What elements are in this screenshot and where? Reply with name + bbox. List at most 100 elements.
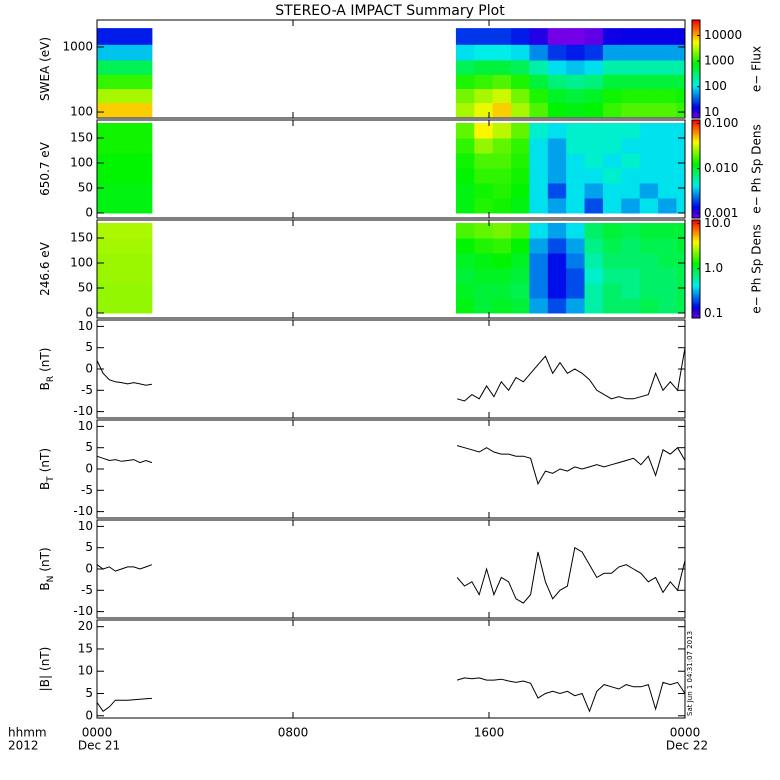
- colorbar-segment: [692, 98, 700, 101]
- heatmap-cell: [621, 298, 641, 314]
- colorbar-segment: [692, 128, 700, 131]
- heatmap-cell: [511, 88, 530, 104]
- x-tick-label: 0000: [82, 726, 113, 740]
- colorbar-segment: [692, 124, 700, 128]
- colorbar-segment: [692, 182, 700, 185]
- colorbar-segment: [692, 69, 700, 72]
- colorbar-segment: [692, 257, 700, 260]
- colorbar-segment: [692, 188, 700, 191]
- y-tick-label: 0: [85, 362, 93, 376]
- colorbar-segment: [692, 226, 700, 229]
- heatmap-cell: [97, 238, 153, 254]
- colorbar-segment: [692, 75, 700, 78]
- heatmap-cell: [566, 168, 586, 184]
- heatmap-cell: [584, 223, 604, 239]
- heatmap-cell: [455, 238, 475, 254]
- heatmap-cell: [455, 74, 475, 90]
- heatmap-cell: [584, 102, 604, 118]
- heatmap-cell: [621, 183, 641, 199]
- y-axis-label: 650.7 eV: [38, 141, 52, 196]
- colorbar-segment: [692, 108, 700, 111]
- colorbar-segment: [692, 31, 700, 34]
- colorbar-segment: [692, 293, 700, 296]
- colorbar-segment: [692, 137, 700, 141]
- colorbar-segment: [692, 313, 700, 316]
- colorbar-segment: [692, 133, 700, 136]
- x-tick-label: 0000: [670, 726, 701, 740]
- heatmap-cell: [676, 168, 686, 184]
- heatmap-cell: [658, 153, 677, 169]
- colorbar-segment: [692, 290, 700, 293]
- x-axis-label: hhmm: [8, 726, 47, 740]
- colorbar-segment: [692, 39, 700, 42]
- colorbar-segment: [692, 34, 700, 37]
- date-label: Dec 22: [666, 739, 708, 753]
- colorbar-segment: [692, 277, 700, 280]
- x-tick-label: 1600: [474, 726, 505, 740]
- colorbar-segment: [692, 203, 700, 206]
- colorbar-segment: [692, 200, 700, 203]
- colorbar-segment: [692, 267, 700, 270]
- heatmap-cell: [511, 183, 530, 199]
- y-axis-label-sub: T: [46, 476, 56, 483]
- heatmap-cell: [621, 60, 641, 75]
- colorbar-segment: [692, 237, 700, 241]
- colorbar-segment: [692, 91, 700, 94]
- y-tick-label: 10: [78, 419, 93, 433]
- heatmap-cell: [529, 198, 549, 214]
- colorbar-segment: [692, 252, 700, 255]
- colorbar-tick-label: 10000: [704, 28, 742, 42]
- heatmap-cell: [602, 238, 622, 254]
- colorbar-segment: [692, 204, 700, 208]
- colorbar-segment: [692, 55, 700, 59]
- colorbar-segment: [692, 223, 700, 226]
- heatmap-cell: [676, 298, 686, 314]
- heatmap-cell: [676, 268, 686, 284]
- heatmap-cell: [455, 60, 475, 75]
- heatmap-cell: [492, 223, 512, 239]
- heatmap-cell: [97, 268, 153, 284]
- data-line: [96, 347, 686, 402]
- heatmap-cell: [566, 44, 586, 61]
- colorbar-segment: [692, 73, 700, 77]
- colorbar-segment: [692, 285, 700, 288]
- colorbar-segment: [692, 173, 700, 177]
- colorbar-segment: [692, 201, 700, 204]
- heatmap-cell: [97, 223, 153, 239]
- heatmap-cell: [97, 123, 153, 139]
- y-tick-label: 5: [85, 686, 93, 700]
- colorbar-segment: [692, 21, 700, 24]
- heatmap-cell: [584, 283, 604, 299]
- colorbar-segment: [692, 304, 700, 308]
- y-tick-label: 150: [70, 231, 93, 245]
- colorbar-segment: [692, 229, 700, 232]
- y-tick-label: 0: [85, 306, 93, 320]
- heatmap-cell: [566, 253, 586, 269]
- heatmap-cell: [455, 44, 475, 61]
- heatmap-cell: [97, 283, 153, 299]
- colorbar-segment: [692, 134, 700, 137]
- colorbar-segment: [692, 60, 700, 63]
- colorbar-tick-label: 100: [704, 79, 727, 93]
- heatmap-cell: [97, 74, 153, 90]
- heatmap-cell: [547, 198, 567, 214]
- heatmap-cell: [584, 298, 604, 314]
- y-tick-label: 0: [85, 462, 93, 476]
- data-line: [96, 546, 686, 604]
- colorbar-segment: [692, 311, 700, 314]
- heatmap-cell: [474, 298, 494, 314]
- colorbar-segment: [692, 151, 700, 154]
- heatmap-cell: [602, 168, 622, 184]
- colorbar-segment: [692, 280, 700, 283]
- colorbar-segment: [692, 37, 700, 41]
- colorbar-label: e− Ph Sp Dens: [750, 224, 764, 313]
- heatmap-cell: [529, 28, 549, 45]
- colorbar-segment: [692, 191, 700, 194]
- heatmap-cell: [529, 268, 549, 284]
- heatmap-cell: [529, 283, 549, 299]
- heatmap-cell: [602, 123, 622, 139]
- heatmap-cell: [676, 74, 686, 90]
- colorbar-segment: [692, 231, 700, 234]
- heatmap-cell: [621, 283, 641, 299]
- colorbar-segment: [692, 88, 700, 91]
